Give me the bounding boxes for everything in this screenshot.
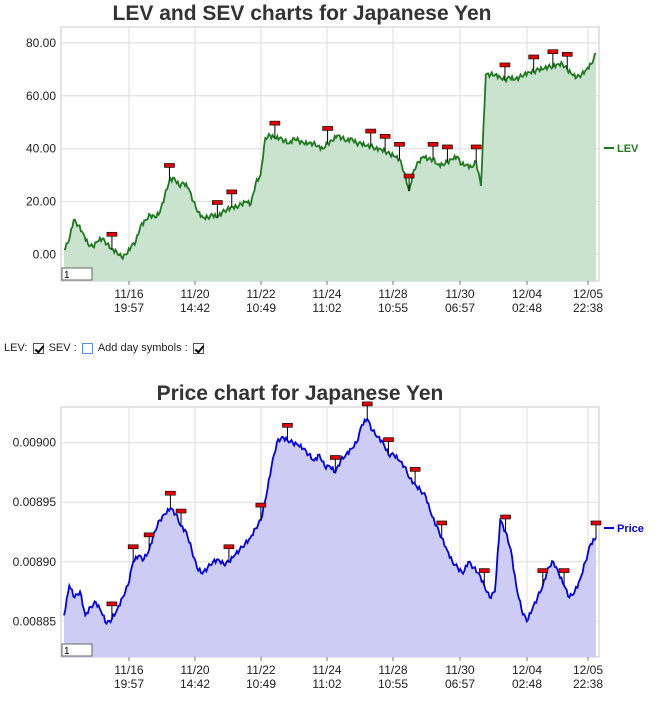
day-flag [499, 62, 511, 68]
x-tick-time: 22:38 [573, 677, 603, 691]
x-tick-time: 06:57 [445, 677, 475, 691]
range-input-box [61, 267, 93, 281]
x-tick-time: 10:55 [378, 301, 408, 315]
x-tick-date: 11/16 [114, 663, 143, 677]
lev-checkbox[interactable] [32, 342, 44, 354]
day-flag [528, 54, 539, 60]
day-flag [361, 401, 373, 407]
y-tick-label: 60.00 [26, 89, 56, 103]
price-chart: Price chart for Japanese Yen 0.00885 0.008… [13, 382, 644, 691]
sev-label: SEV : [48, 342, 77, 355]
day-flag [409, 467, 421, 472]
series-line [63, 52, 597, 261]
x-tick-date: 12/04 [512, 287, 542, 301]
day-flag [127, 544, 139, 550]
day-flag [379, 134, 391, 139]
y-tick-label: 40.00 [26, 142, 56, 156]
x-tick-date: 11/28 [378, 287, 407, 301]
day-flag [537, 568, 549, 573]
range-input-box [61, 643, 93, 657]
x-tick-time: 10:49 [246, 301, 276, 315]
series-line [63, 417, 597, 626]
x-tick-time: 06:57 [445, 301, 475, 315]
x-tick-date: 12/05 [573, 663, 603, 677]
day-flag [164, 163, 175, 168]
day-symbols-label: Add day symbols : [97, 342, 188, 355]
day-flag [255, 502, 267, 508]
x-tick-date: 11/20 [180, 663, 209, 677]
x-tick-time: 14:42 [180, 301, 210, 315]
x-tick-date: 11/22 [246, 287, 275, 301]
day-flag [442, 144, 453, 150]
day-flag [561, 52, 573, 57]
day-flag [547, 49, 559, 54]
day-flag [500, 514, 511, 520]
y-tick-label: 0.00890 [13, 555, 57, 569]
chart-title: Price chart for Japanese Yen [157, 382, 444, 405]
x-tick-time: 22:38 [573, 301, 603, 315]
chart-controls: LEV: SEV : Add day symbols : [4, 342, 206, 354]
y-tick-label: 20.00 [26, 195, 56, 209]
x-tick-date: 11/22 [246, 663, 275, 677]
x-tick-date: 11/20 [180, 287, 209, 301]
y-tick-label: 0.00 [33, 248, 57, 262]
x-tick-date: 11/16 [114, 287, 143, 301]
x-tick-time: 02:48 [512, 677, 542, 691]
x-tick-date: 12/04 [512, 663, 542, 677]
day-flag [223, 544, 235, 550]
day-flag [365, 128, 377, 134]
day-flag [558, 568, 570, 573]
x-tick-time: 02:48 [512, 301, 542, 315]
x-tick-date: 11/30 [445, 663, 474, 677]
x-tick-time: 11:02 [312, 677, 341, 691]
x-tick-time: 19:57 [114, 301, 144, 315]
range-input-value: 1 [64, 270, 70, 281]
y-tick-label: 0.00885 [13, 614, 57, 628]
x-tick-time: 10:49 [246, 677, 276, 691]
x-tick-date: 11/24 [312, 287, 341, 301]
sev-checkbox[interactable] [81, 342, 93, 354]
day-flag [322, 126, 333, 131]
chart-title: LEV and SEV charts for Japanese Yen [113, 2, 492, 25]
day-flag [436, 520, 448, 526]
y-tick-label: 0.00900 [13, 436, 57, 450]
x-tick-date: 11/28 [378, 663, 407, 677]
day-flag [269, 120, 281, 126]
x-tick-date: 12/05 [573, 287, 603, 301]
series-area [64, 418, 596, 657]
day-flag [175, 508, 187, 514]
lev-sev-chart: LEV and SEV charts for Japanese Yen 0.00 2… [26, 2, 639, 315]
x-tick-date: 11/30 [445, 287, 474, 301]
day-flag [106, 231, 118, 237]
x-tick-time: 10:55 [378, 677, 408, 691]
day-flag [106, 601, 118, 607]
day-flag [427, 141, 439, 147]
y-tick-label: 0.00895 [13, 495, 57, 509]
y-tick-label: 80.00 [26, 36, 56, 50]
range-input-value: 1 [64, 646, 70, 657]
x-tick-time: 19:57 [114, 677, 144, 691]
x-tick-time: 11:02 [312, 301, 341, 315]
day-flag [394, 141, 405, 147]
day-flag [383, 437, 394, 442]
day-flag [590, 520, 602, 526]
day-flag [330, 455, 341, 460]
day-flag [282, 423, 293, 428]
day-flag [143, 532, 155, 538]
day-flag [226, 189, 238, 195]
day-flag [212, 200, 223, 205]
day-symbols-checkbox[interactable] [192, 342, 204, 354]
lev-label: LEV: [4, 342, 28, 355]
day-flag [165, 490, 176, 496]
x-tick-date: 11/24 [312, 663, 341, 677]
legend-label: LEV [617, 143, 639, 155]
legend-label: Price [617, 523, 644, 535]
day-flag [478, 568, 490, 573]
day-flag [470, 144, 482, 150]
day-flag [403, 173, 415, 179]
series-area [64, 53, 596, 281]
x-tick-time: 14:42 [180, 677, 210, 691]
